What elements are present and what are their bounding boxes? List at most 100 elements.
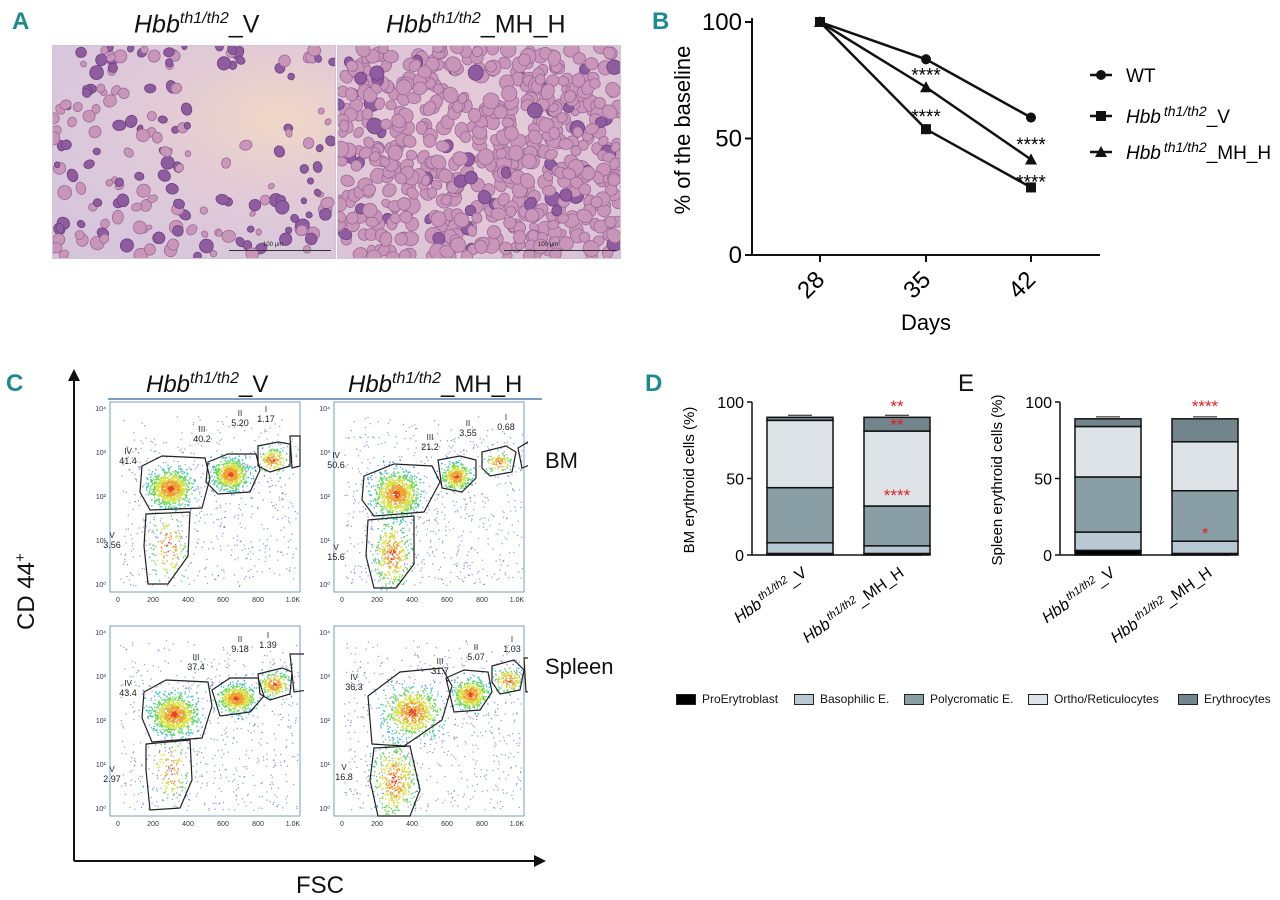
event-dot	[366, 486, 368, 488]
event-dot	[169, 578, 172, 580]
event-dot	[274, 507, 276, 509]
event-dot	[186, 491, 188, 493]
event-dot	[222, 457, 225, 459]
event-dot	[148, 490, 151, 493]
legend-label-main: Hbb	[1126, 143, 1161, 164]
event-dot	[397, 495, 399, 497]
event-dot	[494, 476, 496, 478]
event-dot	[183, 491, 186, 493]
event-dot	[277, 551, 279, 553]
event-dot	[175, 509, 177, 512]
event-dot	[220, 470, 222, 472]
event-dot	[479, 519, 481, 521]
event-dot	[216, 472, 218, 475]
y-tick-label: 50	[715, 126, 742, 153]
event-dot	[264, 560, 266, 562]
rbc-cell	[503, 216, 517, 230]
event-dot	[395, 561, 397, 563]
event-dot	[458, 436, 460, 439]
event-dot	[382, 546, 384, 548]
event-dot	[187, 480, 189, 482]
event-dot	[429, 547, 431, 549]
event-dot	[378, 547, 380, 549]
event-dot	[403, 491, 406, 493]
event-dot	[423, 521, 425, 523]
event-dot	[261, 523, 263, 526]
event-dot	[399, 485, 401, 488]
event-dot	[395, 436, 397, 438]
rbc-cell	[432, 83, 444, 95]
event-dot	[153, 494, 155, 497]
event-dot	[246, 470, 248, 473]
event-dot	[422, 444, 424, 447]
event-dot	[289, 501, 291, 503]
flow-x-tick-label: 1.0K	[286, 597, 301, 604]
event-dot	[380, 490, 383, 492]
event-dot	[486, 529, 488, 531]
event-dot	[403, 499, 406, 502]
event-dot	[188, 489, 191, 491]
event-dot	[219, 482, 221, 485]
event-dot	[135, 448, 137, 450]
event-dot	[514, 500, 516, 502]
event-dot	[413, 486, 415, 488]
event-dot	[231, 494, 233, 496]
event-dot	[423, 490, 425, 492]
event-dot	[269, 449, 271, 451]
event-dot	[154, 497, 156, 499]
event-dot	[502, 431, 504, 433]
event-dot	[167, 487, 169, 490]
event-dot	[472, 441, 474, 443]
rbc-cell	[173, 198, 185, 209]
legend-label: Hbb th1/th2_V	[1126, 103, 1230, 128]
event-dot	[162, 489, 165, 491]
rbc-cell	[107, 62, 118, 73]
event-dot	[487, 537, 489, 539]
rbc-cell	[519, 172, 535, 189]
event-dot	[122, 490, 125, 492]
event-dot	[504, 572, 506, 574]
event-dot	[406, 524, 408, 526]
event-dot	[163, 498, 165, 500]
event-dot	[266, 539, 268, 541]
event-dot	[266, 459, 268, 461]
plot-content	[120, 416, 301, 588]
event-dot	[379, 486, 381, 489]
event-dot	[358, 502, 360, 504]
event-dot	[268, 447, 270, 449]
event-dot	[398, 456, 400, 458]
event-dot	[520, 577, 522, 579]
rbc-cell	[255, 228, 262, 236]
event-dot	[398, 506, 401, 508]
event-dot	[478, 526, 480, 528]
event-dot	[166, 471, 168, 474]
event-dot	[348, 486, 350, 488]
event-dot	[388, 485, 390, 488]
event-dot	[132, 457, 134, 459]
event-dot	[294, 511, 296, 513]
flow-row-label-spleen: Spleen	[545, 654, 614, 679]
event-dot	[385, 470, 387, 472]
event-dot	[162, 462, 164, 464]
event-dot	[251, 427, 253, 429]
event-dot	[434, 519, 436, 522]
event-dot	[164, 527, 166, 529]
event-dot	[158, 465, 160, 467]
event-dot	[435, 549, 438, 551]
event-dot	[127, 528, 129, 530]
event-dot	[243, 544, 245, 546]
event-dot	[472, 447, 475, 449]
event-dot	[402, 478, 405, 480]
event-dot	[358, 565, 360, 567]
event-dot	[242, 466, 244, 468]
event-dot	[174, 492, 177, 494]
event-dot	[503, 559, 505, 562]
event-dot	[360, 437, 362, 439]
event-dot	[129, 469, 131, 471]
rbc-cell	[453, 212, 470, 228]
event-dot	[271, 501, 273, 503]
event-dot	[242, 478, 244, 480]
event-dot	[201, 465, 204, 467]
event-dot	[235, 456, 237, 459]
event-dot	[153, 560, 156, 563]
